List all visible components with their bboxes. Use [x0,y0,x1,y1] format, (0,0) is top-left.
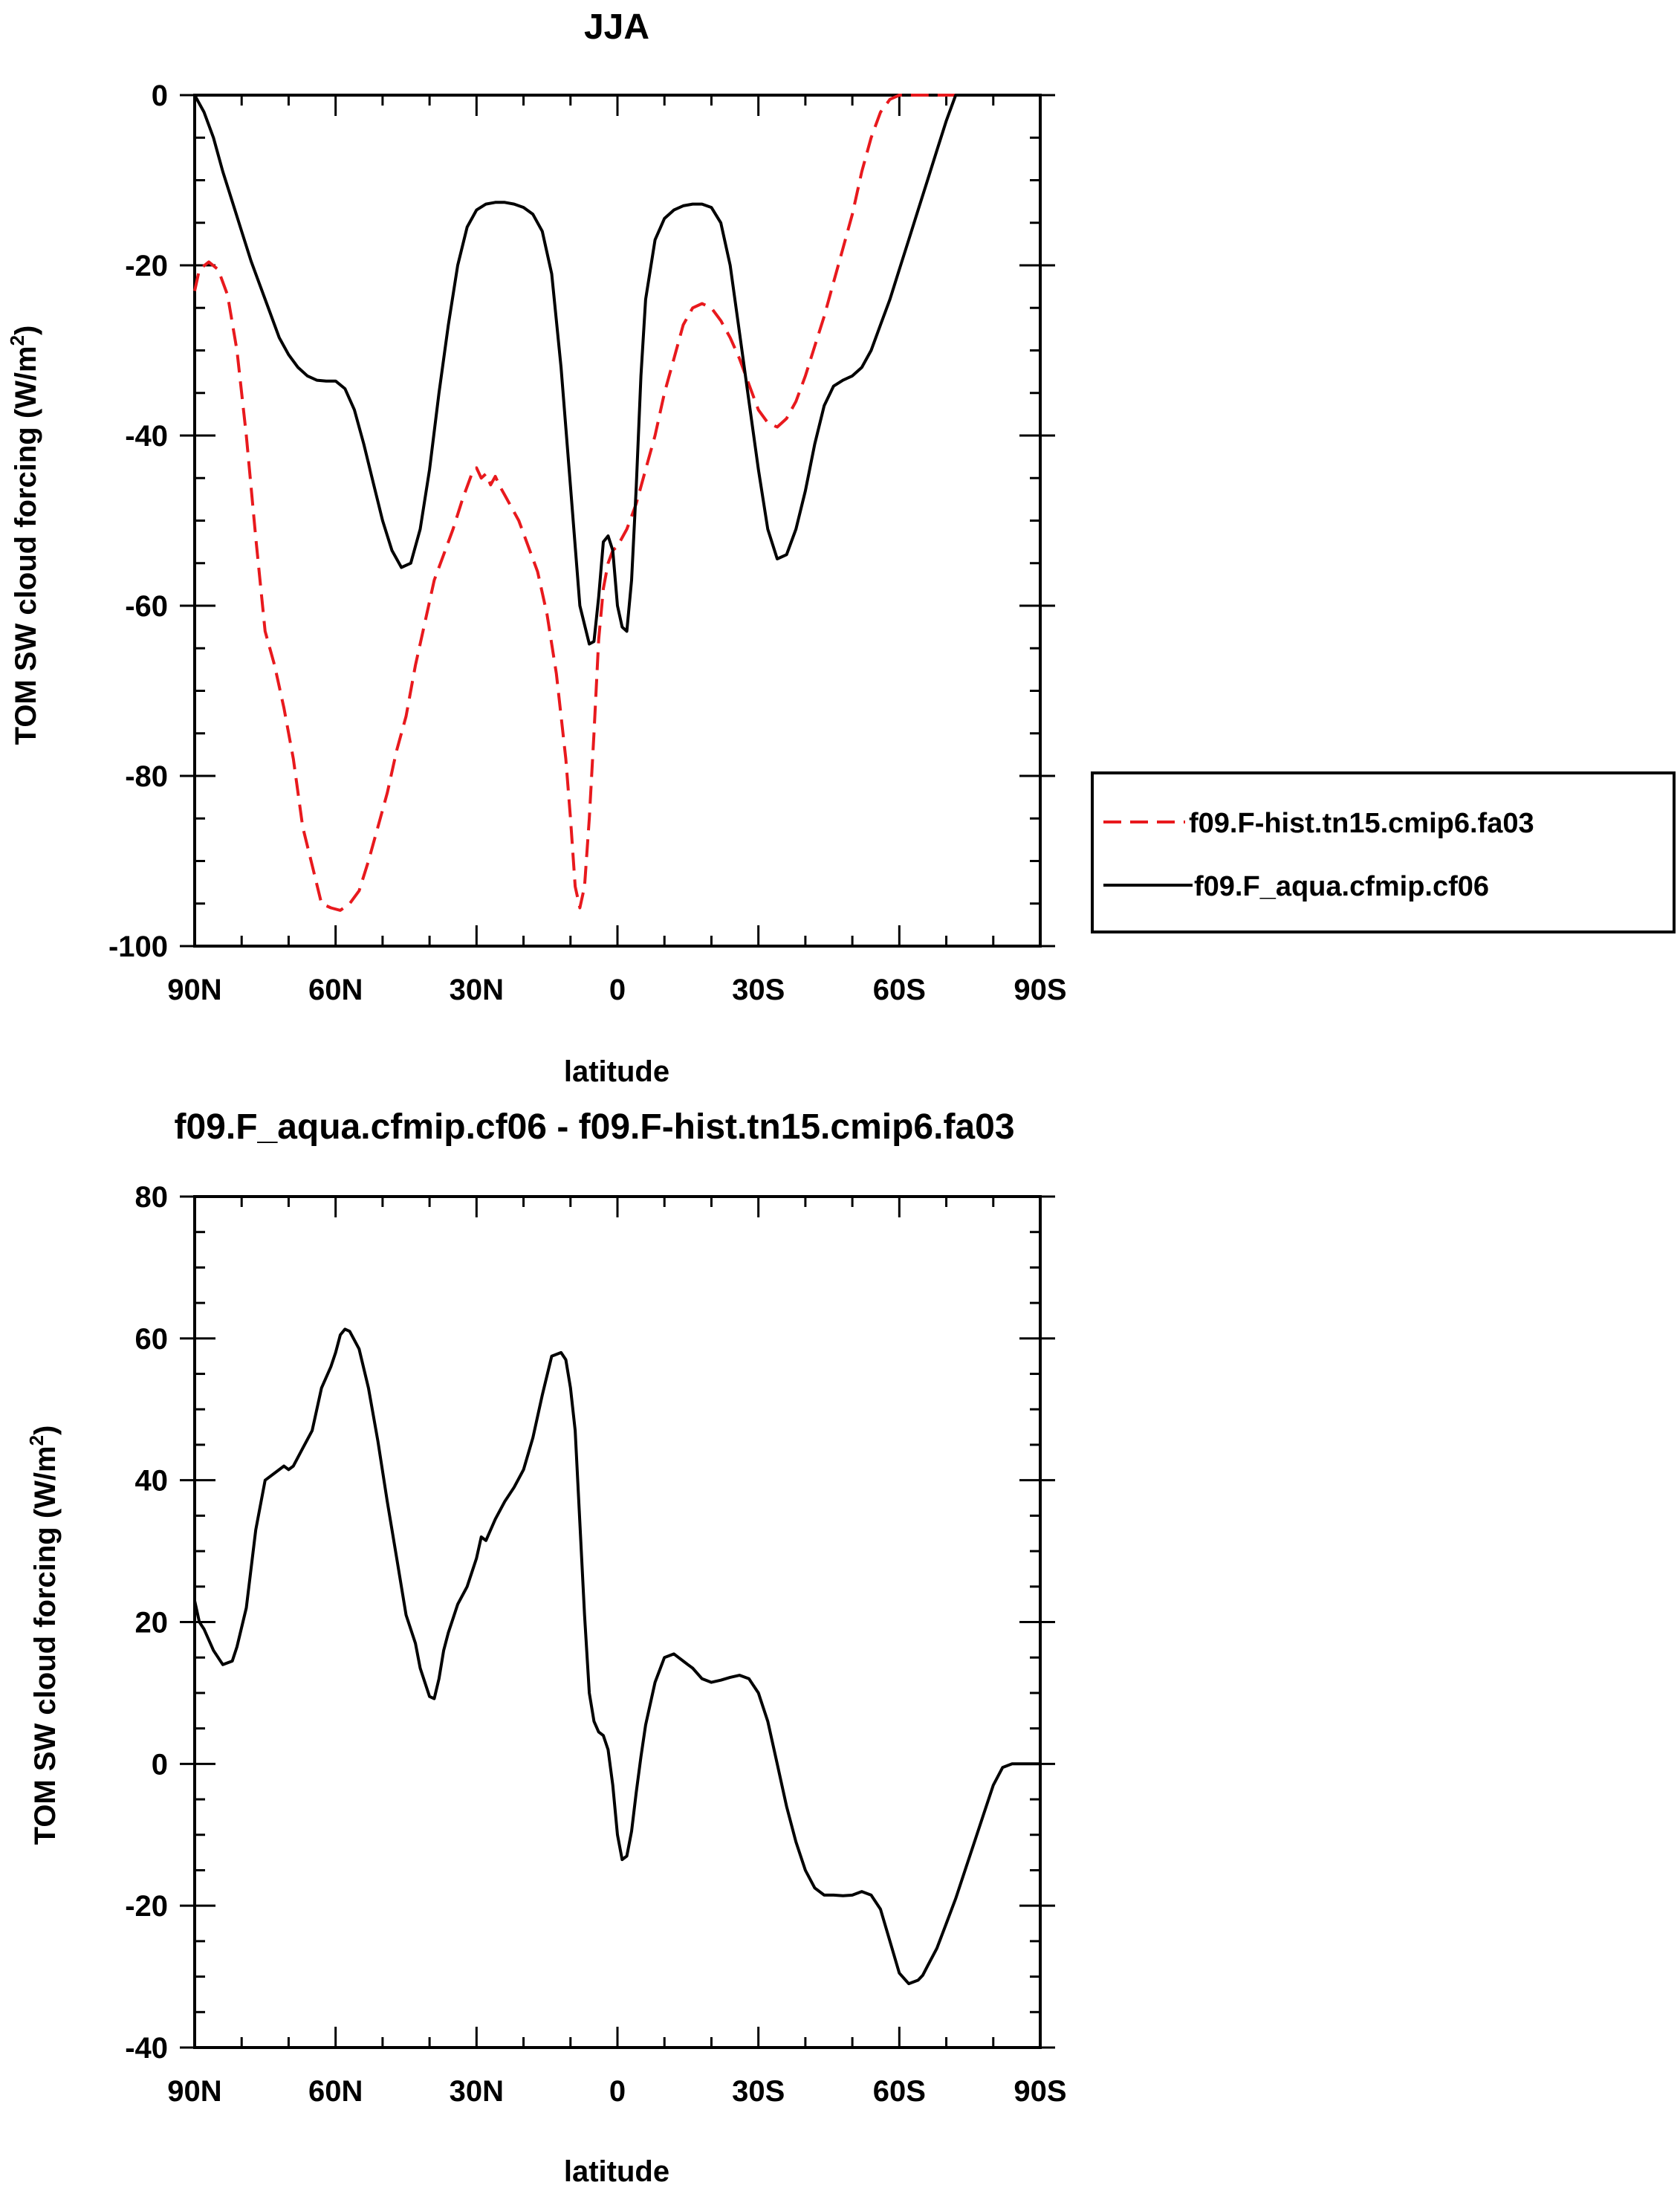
bottom-x-tick-label: 60N [308,2075,363,2108]
top-x-tick-label: 30N [450,974,504,1006]
bottom-y-tick-label: -40 [125,2032,168,2065]
top-x-tick-label: 30S [732,974,785,1006]
top-plot-area: 90N 60N 30N 0 30S 60S 90S 0 -20 -40 -60 -80 -100 [108,80,1067,1006]
top-x-tick-label: 0 [609,974,626,1006]
top-chart-title: JJA [584,7,649,47]
top-x-tick-label: 90N [167,974,221,1006]
bottom-y-axis-label-main: TOM SW cloud forcing (W/m [29,1446,62,1845]
top-y-axis-label: TOM SW cloud forcing (W/m2) [6,326,42,745]
bottom-y-tick-label: -20 [125,1890,168,1923]
top-panel: JJA 90N 60N 30N 0 30S 60S 90S 0 -20 -40 -60 -80 -100… [6,7,1676,1088]
bottom-x-tick-label: 90S [1013,2075,1066,2108]
bottom-y-tick-label: 20 [135,1607,169,1640]
bottom-y-axis-label: TOM SW cloud forcing (W/m2) [25,1425,62,1845]
top-x-axis-label: latitude [564,1055,669,1088]
bottom-x-tick-label: 30N [450,2075,504,2108]
bottom-x-tick-label: 0 [609,2075,626,2108]
bottom-x-tick-label: 90N [167,2075,221,2108]
top-x-tick-label: 60N [308,974,363,1006]
bottom-y-tick-label: 0 [152,1748,168,1781]
top-y-tick-label: -20 [125,250,168,282]
bottom-series-line-0 [193,1327,1040,1986]
legend-box [1091,771,1676,933]
top-series-line-1 [193,94,1040,646]
top-y-axis-label-end: ) [10,326,42,335]
bottom-x-tick-label: 60S [873,2075,926,2108]
bottom-panel: f09.F_aqua.cfmip.cf06 - f09.F-hist.tn15.… [25,1107,1067,2188]
top-y-tick-label: -80 [125,760,168,793]
top-x-tick-label: 90S [1013,974,1066,1006]
top-y-tick-label: -40 [125,420,168,453]
bottom-chart-title: f09.F_aqua.cfmip.cf06 - f09.F-hist.tn15.… [174,1107,1014,1147]
bottom-y-tick-label: 80 [135,1181,169,1214]
top-y-tick-label: -60 [125,590,168,623]
bottom-plot-frame [193,1195,1042,2049]
top-y-tick-label: -100 [108,930,168,963]
top-x-tick-label: 60S [873,974,926,1006]
bottom-y-axis-label-sup: 2 [25,1435,48,1446]
bottom-y-tick-label: 40 [135,1465,169,1498]
top-series-line-0 [193,94,1040,912]
bottom-y-axis-label-end: ) [29,1425,62,1435]
top-y-axis-label-sup: 2 [6,335,28,346]
legend-label-aqua: f09.F_aqua.cfmip.cf06 [1194,871,1489,902]
bottom-plot-area: 90N 60N 30N 0 30S 60S 90S 80 60 40 20 0 -20 -40 [125,1181,1066,2108]
top-y-axis-label-main: TOM SW cloud forcing (W/m [10,346,42,745]
bottom-x-axis-label: latitude [564,2155,669,2188]
bottom-x-tick-label: 30S [732,2075,785,2108]
bottom-y-tick-label: 60 [135,1323,169,1356]
legend: f09.F-hist.tn15.cmip6.fa03 f09.F_aqua.cf… [1091,771,1676,933]
top-y-tick-label: 0 [152,80,168,112]
legend-label-hist: f09.F-hist.tn15.cmip6.fa03 [1189,808,1534,839]
